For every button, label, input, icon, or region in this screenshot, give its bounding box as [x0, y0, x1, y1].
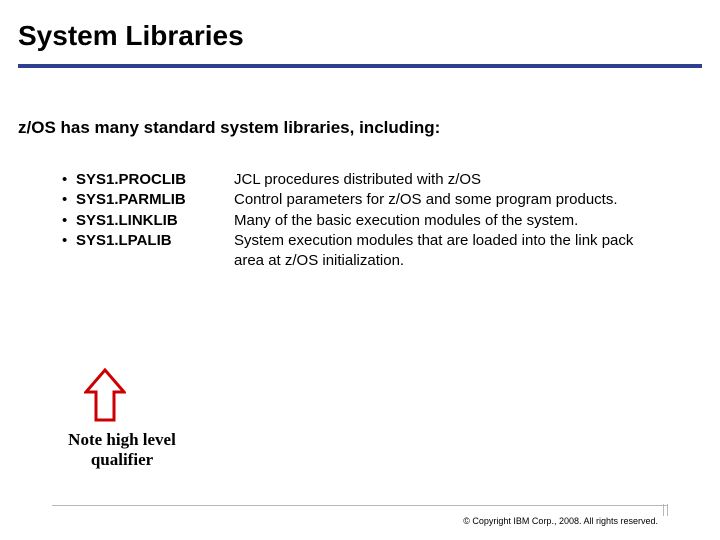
callout-note: Note high level qualifier — [42, 430, 202, 471]
list-item: • SYS1.PROCLIB JCL procedures distribute… — [62, 170, 662, 190]
copyright-text: © Copyright IBM Corp., 2008. All rights … — [463, 516, 658, 526]
callout-arrow — [84, 368, 126, 422]
slide: System Libraries z/OS has many standard … — [0, 0, 720, 540]
library-desc: Many of the basic execution modules of t… — [234, 211, 662, 231]
library-name: SYS1.LPALIB — [76, 231, 234, 251]
list-item: • SYS1.LINKLIB Many of the basic executi… — [62, 211, 662, 231]
library-desc: System execution modules that are loaded… — [234, 231, 662, 272]
up-arrow-icon — [84, 368, 126, 422]
footer-divider — [52, 505, 668, 506]
footer-tick — [663, 504, 664, 516]
library-list: • SYS1.PROCLIB JCL procedures distribute… — [62, 170, 662, 271]
bullet-icon: • — [62, 190, 76, 210]
subtitle: z/OS has many standard system libraries,… — [18, 118, 440, 138]
library-name: SYS1.PROCLIB — [76, 170, 234, 190]
title-underline — [18, 64, 702, 68]
library-name: SYS1.PARMLIB — [76, 190, 234, 210]
library-name: SYS1.LINKLIB — [76, 211, 234, 231]
bullet-icon: • — [62, 170, 76, 190]
list-item: • SYS1.LPALIB System execution modules t… — [62, 231, 662, 272]
page-title: System Libraries — [18, 20, 244, 52]
bullet-icon: • — [62, 231, 76, 251]
library-desc: Control parameters for z/OS and some pro… — [234, 190, 662, 210]
footer-tick — [667, 504, 668, 516]
list-item: • SYS1.PARMLIB Control parameters for z/… — [62, 190, 662, 210]
bullet-icon: • — [62, 211, 76, 231]
library-desc: JCL procedures distributed with z/OS — [234, 170, 662, 190]
